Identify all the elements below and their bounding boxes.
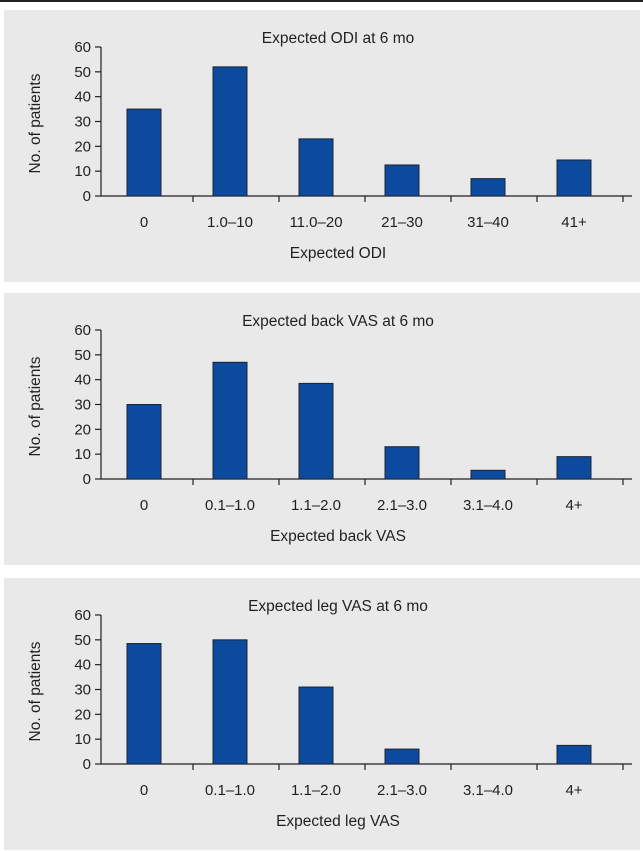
x-tick-label: 3.1–4.0 (463, 497, 513, 514)
bar (556, 159, 592, 197)
bar (384, 446, 420, 480)
bar (126, 643, 162, 765)
x-tick-label: 0.1–1.0 (205, 497, 255, 514)
bar (470, 178, 506, 197)
bar (126, 108, 162, 197)
y-tick-label: 60 (74, 322, 91, 339)
y-tick-label: 20 (74, 138, 91, 155)
bar (298, 138, 334, 197)
bar (556, 456, 592, 480)
bar (212, 66, 248, 197)
x-tick-label: 11.0–20 (289, 214, 342, 231)
x-tick-label: 0.1–1.0 (205, 782, 255, 799)
x-tick-label: 2.1–3.0 (377, 782, 427, 799)
y-tick-label: 10 (74, 731, 91, 748)
bar (556, 744, 592, 765)
x-axis-label: Expected back VAS (270, 528, 406, 545)
bar (298, 686, 334, 765)
y-tick-label: 50 (74, 632, 91, 649)
y-tick-label: 40 (74, 89, 91, 106)
x-tick-label: 2.1–3.0 (377, 497, 427, 514)
x-tick-label: 4+ (565, 782, 582, 799)
chart-title: Expected back VAS at 6 mo (242, 313, 434, 330)
y-tick-label: 30 (74, 682, 91, 699)
y-tick-label: 0 (83, 188, 91, 205)
y-tick-label: 60 (74, 607, 91, 624)
y-tick-label: 50 (74, 64, 91, 81)
x-tick-label: 1.1–2.0 (291, 782, 341, 799)
x-tick-label: 41+ (561, 214, 587, 231)
y-tick-label: 30 (74, 397, 91, 414)
x-tick-label: 21–30 (381, 214, 423, 231)
bar-chart-back-vas: Expected back VAS at 6 mo 0 10 20 30 40 50 60 0 0… (27, 313, 632, 545)
chart-panel-back-vas: Expected back VAS at 6 mo 0 10 20 30 40 50 60 0 0… (4, 293, 640, 565)
y-axis-label: No. of patients (27, 356, 44, 456)
x-tick-label: 1.1–2.0 (291, 497, 341, 514)
y-tick-label: 0 (83, 471, 91, 488)
bar-chart-odi: Expected ODI at 6 mo 0 10 20 30 40 50 60 0 1.0–10… (27, 30, 632, 262)
bar (212, 639, 248, 765)
top-rule (0, 0, 643, 2)
x-tick-label: 0 (140, 497, 148, 514)
chart-panel-odi: Expected ODI at 6 mo 0 10 20 30 40 50 60 0 1.0–10… (4, 10, 640, 282)
y-tick-label: 20 (74, 706, 91, 723)
bar (384, 164, 420, 197)
x-tick-label: 0 (140, 214, 148, 231)
y-tick-label: 60 (74, 39, 91, 56)
y-tick-label: 40 (74, 372, 91, 389)
bar (384, 748, 420, 765)
x-axis-label: Expected ODI (290, 245, 387, 262)
y-tick-label: 40 (74, 657, 91, 674)
y-tick-label: 50 (74, 347, 91, 364)
chart-title: Expected ODI at 6 mo (262, 30, 415, 47)
y-tick-label: 10 (74, 163, 91, 180)
x-tick-label: 31–40 (467, 214, 509, 231)
x-tick-label: 0 (140, 782, 148, 799)
chart-title: Expected leg VAS at 6 mo (248, 598, 428, 615)
y-axis-label: No. of patients (27, 73, 44, 173)
x-tick-label: 3.1–4.0 (463, 782, 513, 799)
bar (126, 404, 162, 480)
bar (470, 469, 506, 480)
y-tick-label: 10 (74, 446, 91, 463)
y-tick-label: 0 (83, 756, 91, 773)
chart-panel-leg-vas: Expected leg VAS at 6 mo 0 10 20 30 40 50 60 0 0.… (4, 578, 640, 850)
bar-chart-leg-vas: Expected leg VAS at 6 mo 0 10 20 30 40 50 60 0 0.… (27, 598, 632, 830)
y-tick-label: 20 (74, 421, 91, 438)
x-tick-label: 4+ (565, 497, 582, 514)
bar (298, 382, 334, 480)
bar (212, 361, 248, 480)
x-axis-label: Expected leg VAS (276, 813, 400, 830)
y-axis-label: No. of patients (27, 641, 44, 741)
y-tick-label: 30 (74, 114, 91, 131)
x-tick-label: 1.0–10 (207, 214, 253, 231)
